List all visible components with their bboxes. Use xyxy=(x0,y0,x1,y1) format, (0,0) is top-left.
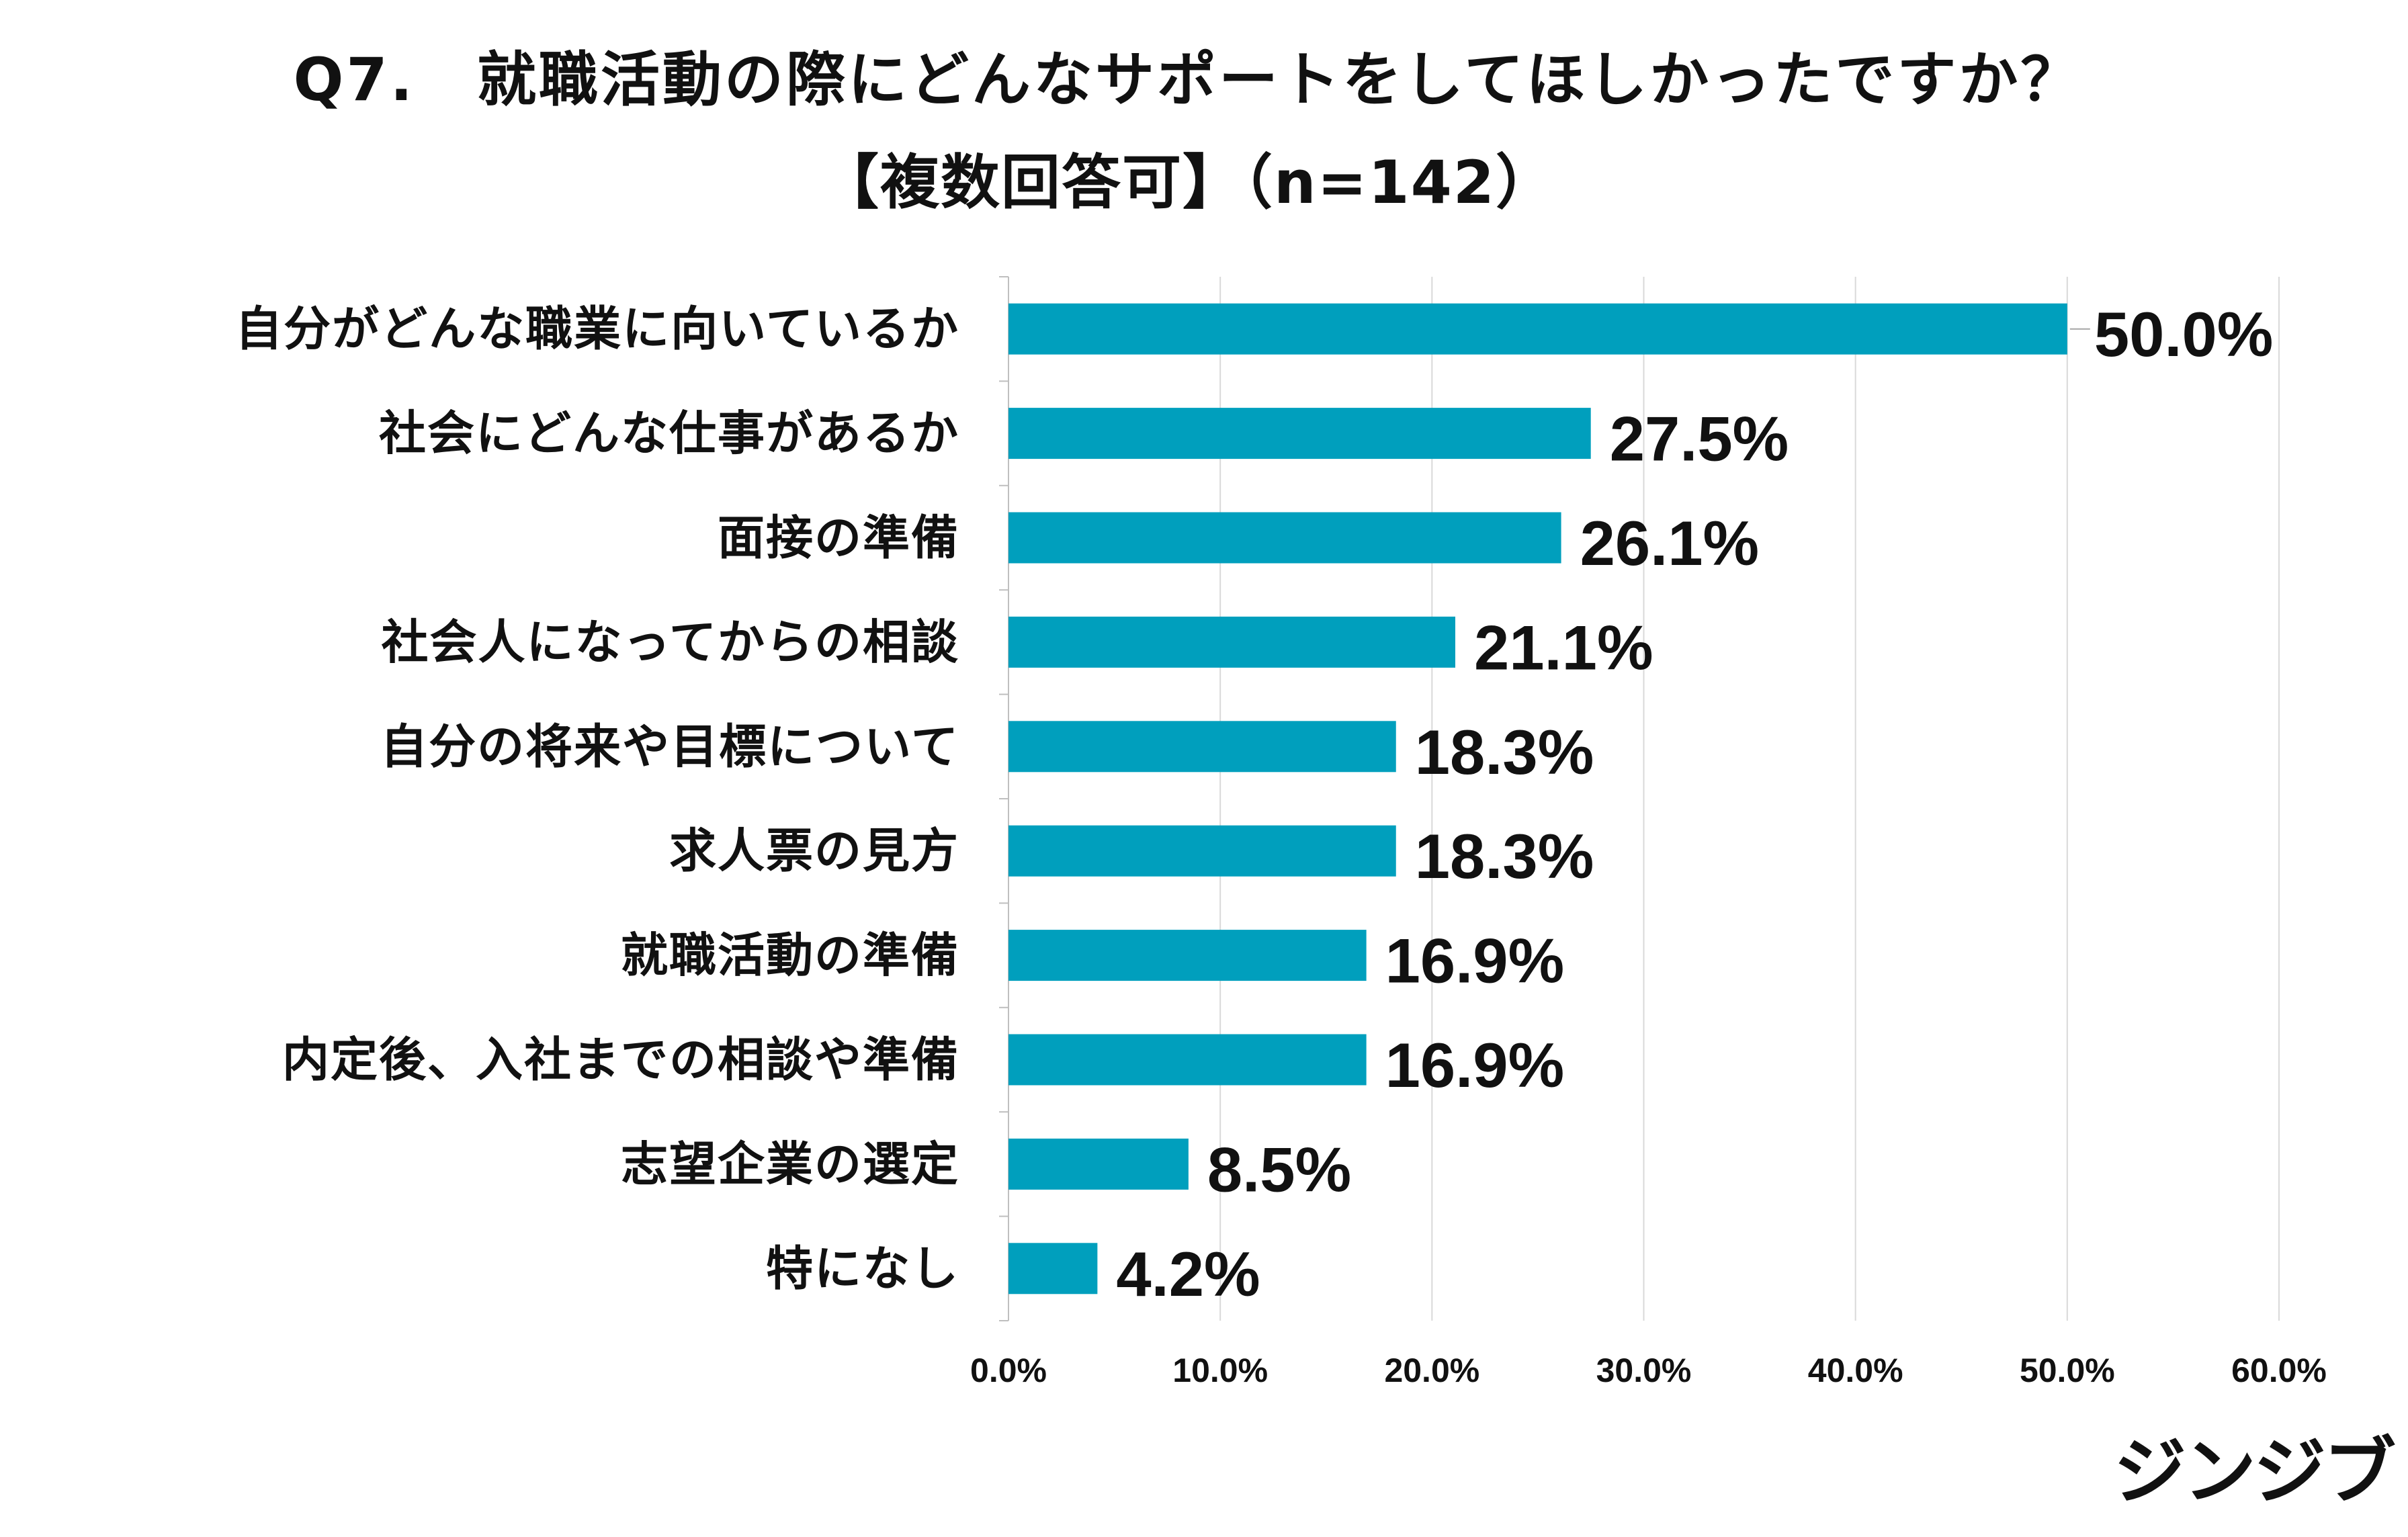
bar xyxy=(1008,1243,1098,1294)
bar xyxy=(1008,930,1367,981)
x-tick-label: 50.0% xyxy=(2020,1352,2115,1389)
x-tick-label: 0.0% xyxy=(970,1352,1047,1389)
value-label: 50.0% xyxy=(2094,299,2274,369)
value-label: 16.9% xyxy=(1385,926,1565,996)
value-label: 26.1% xyxy=(1580,508,1760,578)
category-label: 自分の将来や目標について xyxy=(380,719,959,774)
bar xyxy=(1008,512,1561,564)
bar xyxy=(1008,721,1396,773)
chart-subtitle: 【複数回答可】（n=142） xyxy=(819,148,1557,217)
chart-title: Q7. 就職活動の際にどんなサポートをしてほしかったですか？ xyxy=(293,45,2083,114)
bar xyxy=(1008,1138,1189,1190)
category-label: 社会人になってからの相談 xyxy=(382,615,960,670)
x-tick-label: 40.0% xyxy=(1808,1352,1903,1389)
category-label: 求人票の見方 xyxy=(669,824,959,879)
bar xyxy=(1008,1034,1367,1086)
value-label: 4.2% xyxy=(1116,1239,1260,1309)
category-label: 自分がどんな職業に向いているか xyxy=(235,302,959,357)
value-label: 8.5% xyxy=(1207,1134,1351,1204)
value-label: 18.3% xyxy=(1415,821,1594,891)
x-tick-label: 10.0% xyxy=(1172,1352,1268,1389)
x-tick-label: 60.0% xyxy=(2231,1352,2327,1389)
x-tick-label: 30.0% xyxy=(1596,1352,1692,1389)
value-label: 16.9% xyxy=(1385,1030,1565,1100)
bar xyxy=(1008,303,2067,355)
bar xyxy=(1008,616,1456,668)
category-label: 志望企業の選定 xyxy=(621,1137,959,1192)
category-label: 特になし xyxy=(766,1241,959,1296)
bar xyxy=(1008,825,1396,877)
category-label: 面接の準備 xyxy=(718,511,959,566)
brand-logo: ジンジブ xyxy=(2113,1430,2396,1514)
value-label: 18.3% xyxy=(1415,717,1594,787)
category-label: 内定後、入社までの相談や準備 xyxy=(282,1033,959,1088)
value-label: 27.5% xyxy=(1610,404,1789,474)
category-label: 社会にどんな仕事があるか xyxy=(379,406,959,461)
x-tick-label: 20.0% xyxy=(1384,1352,1479,1389)
category-label: 就職活動の準備 xyxy=(621,928,959,983)
value-label: 21.1% xyxy=(1474,612,1653,683)
bar xyxy=(1008,408,1591,459)
